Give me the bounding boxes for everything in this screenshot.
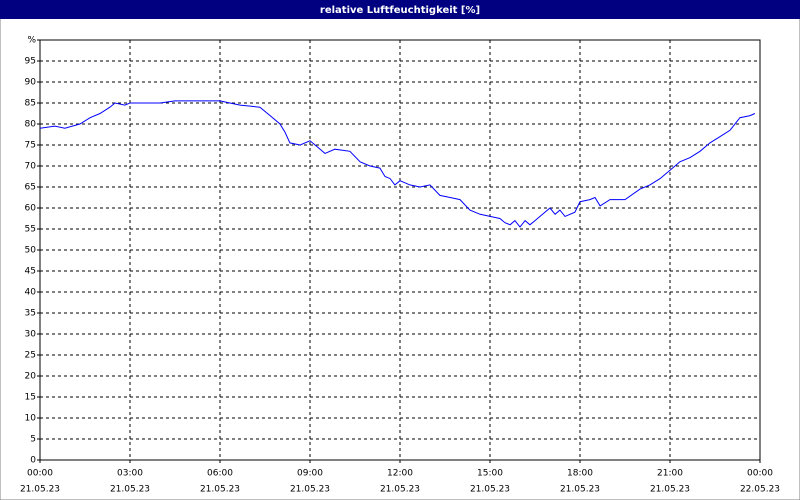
y-tick-label: 20 xyxy=(25,372,37,382)
y-tick-label: 0 xyxy=(30,456,36,466)
x-tick-date: 21.05.23 xyxy=(470,485,510,495)
y-tick-label: 90 xyxy=(25,78,37,88)
y-tick-label: 45 xyxy=(25,267,36,277)
x-tick-date: 21.05.23 xyxy=(380,485,420,495)
y-tick-label: 95 xyxy=(25,57,36,67)
x-tick-label: 00:00 xyxy=(747,469,773,479)
x-tick-date: 21.05.23 xyxy=(20,485,60,495)
y-tick-label: 40 xyxy=(25,288,37,298)
y-tick-label: 80 xyxy=(25,120,37,130)
y-tick-label: 5 xyxy=(30,435,36,445)
x-tick-date: 22.05.23 xyxy=(740,485,780,495)
x-tick-label: 12:00 xyxy=(387,469,413,479)
x-tick-date: 21.05.23 xyxy=(200,485,240,495)
x-tick-label: 00:00 xyxy=(27,469,53,479)
y-tick-label: 50 xyxy=(25,246,37,256)
x-tick-date: 21.05.23 xyxy=(650,485,690,495)
x-tick-label: 03:00 xyxy=(117,469,143,479)
x-tick-label: 18:00 xyxy=(567,469,593,479)
y-tick-label: 55 xyxy=(25,225,36,235)
y-tick-label: 65 xyxy=(25,183,36,193)
x-tick-date: 21.05.23 xyxy=(110,485,150,495)
y-tick-label: 60 xyxy=(25,204,37,214)
y-tick-label: 75 xyxy=(25,141,36,151)
y-tick-label: 85 xyxy=(25,99,36,109)
data-line xyxy=(39,100,756,228)
y-tick-label: % xyxy=(27,36,36,46)
y-tick-label: 25 xyxy=(25,351,36,361)
x-tick-date: 21.05.23 xyxy=(290,485,330,495)
y-tick-label: 35 xyxy=(25,309,36,319)
y-tick-label: 70 xyxy=(25,162,37,172)
chart-title: relative Luftfeuchtigkeit [%] xyxy=(320,5,480,16)
x-tick-label: 15:00 xyxy=(477,469,503,479)
x-tick-label: 09:00 xyxy=(297,469,323,479)
y-tick-label: 15 xyxy=(25,393,36,403)
x-tick-label: 06:00 xyxy=(207,469,233,479)
y-tick-label: 10 xyxy=(25,414,37,424)
x-tick-label: 21:00 xyxy=(657,469,683,479)
y-tick-label: 30 xyxy=(25,330,37,340)
x-tick-date: 21.05.23 xyxy=(560,485,600,495)
title-bar xyxy=(0,0,800,19)
